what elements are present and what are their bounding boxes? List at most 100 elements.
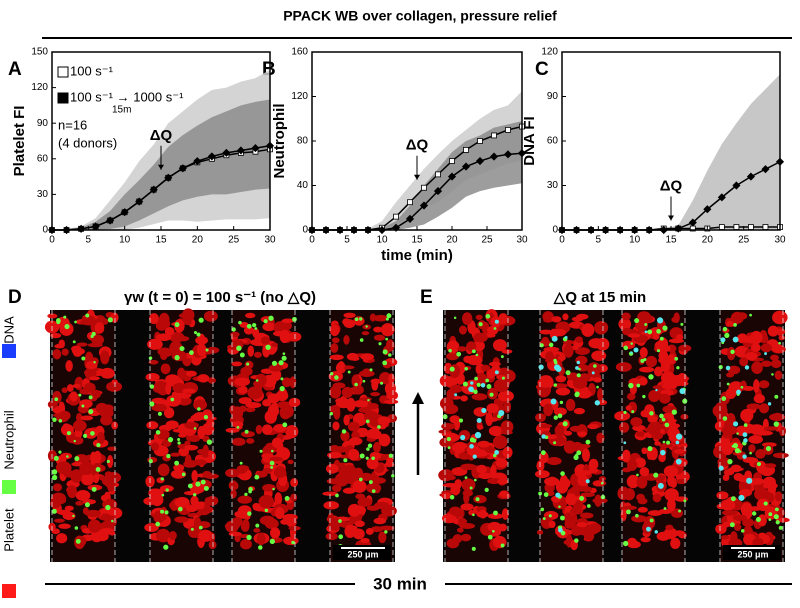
platelet-blob [492, 339, 507, 352]
y-tick-label: 90 [547, 91, 559, 102]
platelet-blob [332, 382, 346, 389]
neutrophil-dot [282, 422, 288, 428]
platelet-blob [269, 456, 283, 462]
neutrophil-dot [489, 392, 494, 397]
neutrophil-dot [174, 322, 180, 328]
platelet-blob [267, 393, 280, 404]
platelet-blob [91, 334, 105, 346]
annotation: (4 donors) [58, 135, 117, 150]
platelet-blob [587, 423, 599, 430]
platelet-blob [67, 485, 78, 499]
platelet-blob [290, 478, 299, 488]
platelet-blob [576, 522, 588, 528]
neutrophil-dot [576, 450, 582, 456]
neutrophil-dot [270, 465, 274, 469]
platelet-blob [245, 402, 262, 409]
platelet-blob [280, 518, 290, 525]
platelet-blob [362, 368, 372, 375]
platelet-blob [100, 367, 115, 379]
neutrophil-dot [721, 396, 727, 402]
platelet-blob [348, 437, 363, 446]
neutrophil-dot [365, 419, 370, 424]
platelet-blob [238, 397, 252, 405]
marker [761, 165, 770, 174]
x-tick-label: 0 [49, 235, 55, 246]
neutrophil-dot [730, 496, 736, 502]
platelet-blob [353, 528, 364, 537]
neutrophil-dot [662, 440, 666, 444]
neutrophil-dot [733, 323, 737, 327]
platelet-blob [202, 505, 210, 514]
neutrophil-dot [81, 404, 85, 408]
x-tick-label: 30 [264, 235, 276, 246]
platelet-blob [239, 321, 249, 328]
neutrophil-dot [248, 486, 253, 492]
neutrophil-dot [382, 349, 388, 355]
x-tick-label: 5 [86, 235, 92, 246]
platelet-blob [537, 423, 553, 429]
neutrophil-dot [724, 332, 730, 339]
platelet-blob [446, 389, 456, 400]
platelet-blob [85, 509, 102, 517]
platelet-blob [597, 399, 608, 406]
platelet-blob [373, 334, 386, 341]
platelet-blob [742, 518, 754, 528]
platelet-blob [330, 343, 339, 353]
neutrophil-dot [469, 486, 473, 490]
platelet-blob [253, 351, 262, 358]
neutrophil-dot [500, 543, 505, 548]
neutrophil-dot [377, 425, 381, 429]
neutrophil-dot [329, 412, 333, 416]
dna-dot [654, 530, 658, 534]
neutrophil-dot [258, 545, 263, 550]
dna-dot [738, 494, 745, 501]
neutrophil-dot [453, 316, 457, 320]
platelet-blob [181, 308, 195, 322]
neutrophil-dot [272, 487, 275, 491]
platelet-blob [75, 500, 84, 506]
platelet-blob [146, 421, 159, 430]
platelet-blob [551, 316, 562, 323]
platelet-blob [627, 540, 641, 549]
neutrophil-dot [66, 455, 69, 458]
platelet-blob [458, 325, 467, 335]
platelet-blob [471, 393, 488, 401]
neutrophil-dot [683, 499, 687, 503]
platelet-blob [99, 527, 115, 535]
platelet-blob [726, 372, 735, 378]
neutrophil-dot [239, 352, 245, 358]
dna-dot [481, 407, 487, 414]
platelet-blob [721, 499, 736, 511]
platelet-blob [579, 512, 594, 519]
platelet-blob [733, 523, 742, 532]
platelet-blob [543, 346, 560, 352]
neutrophil-dot [292, 316, 297, 322]
delta-q-label: ΔQ [406, 137, 429, 154]
y-tick-label: 120 [541, 47, 558, 58]
legend-swatch [57, 92, 69, 104]
dna-dot [645, 526, 651, 532]
neutrophil-dot [280, 377, 284, 381]
platelet-blob [245, 406, 256, 413]
neutrophil-dot [85, 313, 90, 318]
platelet-blob [639, 366, 655, 373]
platelet-blob [151, 442, 160, 451]
neutrophil-dot [676, 366, 680, 370]
platelet-blob [670, 477, 678, 489]
marker [477, 138, 483, 144]
platelet-blob [652, 493, 662, 503]
neutrophil-dot [553, 415, 558, 420]
platelet-blob [58, 523, 71, 529]
platelet-blob [653, 366, 663, 377]
platelet-blob [502, 448, 509, 457]
platelet-blob [148, 359, 159, 365]
platelet-blob [371, 378, 379, 391]
platelet-blob [722, 509, 738, 516]
neutrophil-dot [493, 327, 497, 330]
platelet-blob [106, 454, 114, 468]
platelet-blob [159, 317, 171, 330]
platelet-blob [760, 343, 772, 353]
x-tick-label: 30 [774, 235, 786, 246]
platelet-blob [171, 350, 187, 362]
platelet-blob [357, 497, 373, 508]
